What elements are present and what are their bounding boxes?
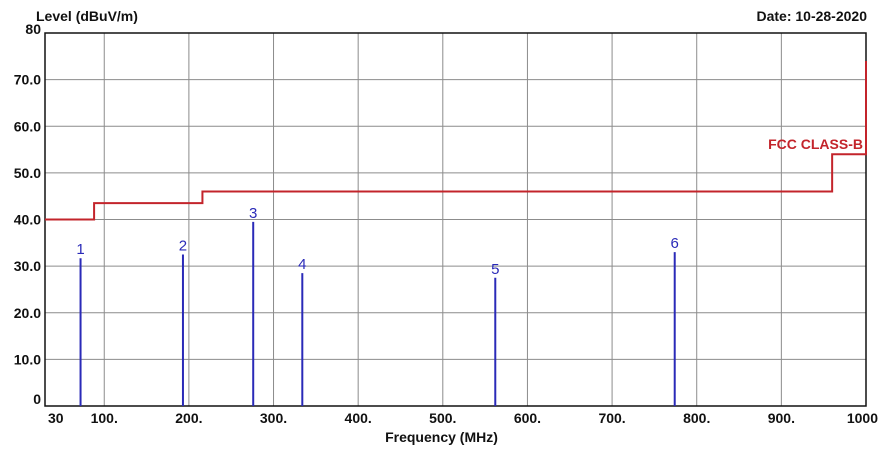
x-tick-label: 900.	[768, 410, 795, 426]
y-tick-label: 70.0	[14, 72, 41, 88]
marker-6-label: 6	[671, 235, 679, 252]
date-stamp: Date: 10-28-2020	[756, 8, 867, 24]
y-tick-label: 80	[25, 21, 41, 37]
y-tick-label: 10.0	[14, 351, 41, 367]
y-axis-label: Level (dBuV/m)	[36, 8, 138, 24]
y-tick-label: 50.0	[14, 165, 41, 181]
grid	[45, 33, 866, 406]
x-tick-label: 300.	[260, 410, 287, 426]
x-axis-label: Frequency (MHz)	[385, 429, 498, 445]
marker-2-label: 2	[179, 237, 187, 254]
y-tick-label: 20.0	[14, 305, 41, 321]
x-tick-label: 700.	[598, 410, 625, 426]
x-tick-label: 400.	[345, 410, 372, 426]
limit-line-label: FCC CLASS-B	[768, 136, 863, 152]
x-tick-label: 600.	[514, 410, 541, 426]
y-tick-label: 30.0	[14, 258, 41, 274]
markers: 1 2 3 4 5 6	[76, 205, 679, 406]
marker-1-label: 1	[76, 241, 84, 258]
marker-3-label: 3	[249, 205, 257, 222]
x-axis-ticks: 30 100. 200. 300. 400. 500. 600. 700. 800. 900. 10…	[48, 410, 878, 426]
limit-line	[45, 60, 867, 221]
date-prefix: Date:	[756, 8, 792, 24]
x-tick-label: 800.	[683, 410, 710, 426]
x-tick-label: 30	[48, 410, 64, 426]
x-tick-label: 500.	[429, 410, 456, 426]
x-tick-label: 200.	[175, 410, 202, 426]
x-tick-label: 100.	[91, 410, 118, 426]
y-tick-label: 40.0	[14, 212, 41, 228]
y-tick-label: 0	[33, 391, 41, 407]
x-tick-label: 1000	[847, 410, 878, 426]
date-value: 10-28-2020	[795, 8, 867, 24]
y-axis-ticks: 0 10.0 20.0 30.0 40.0 50.0 60.0 70.0 80	[14, 21, 41, 407]
y-tick-label: 60.0	[14, 118, 41, 134]
marker-5-label: 5	[491, 261, 499, 278]
marker-4-label: 4	[298, 256, 306, 273]
